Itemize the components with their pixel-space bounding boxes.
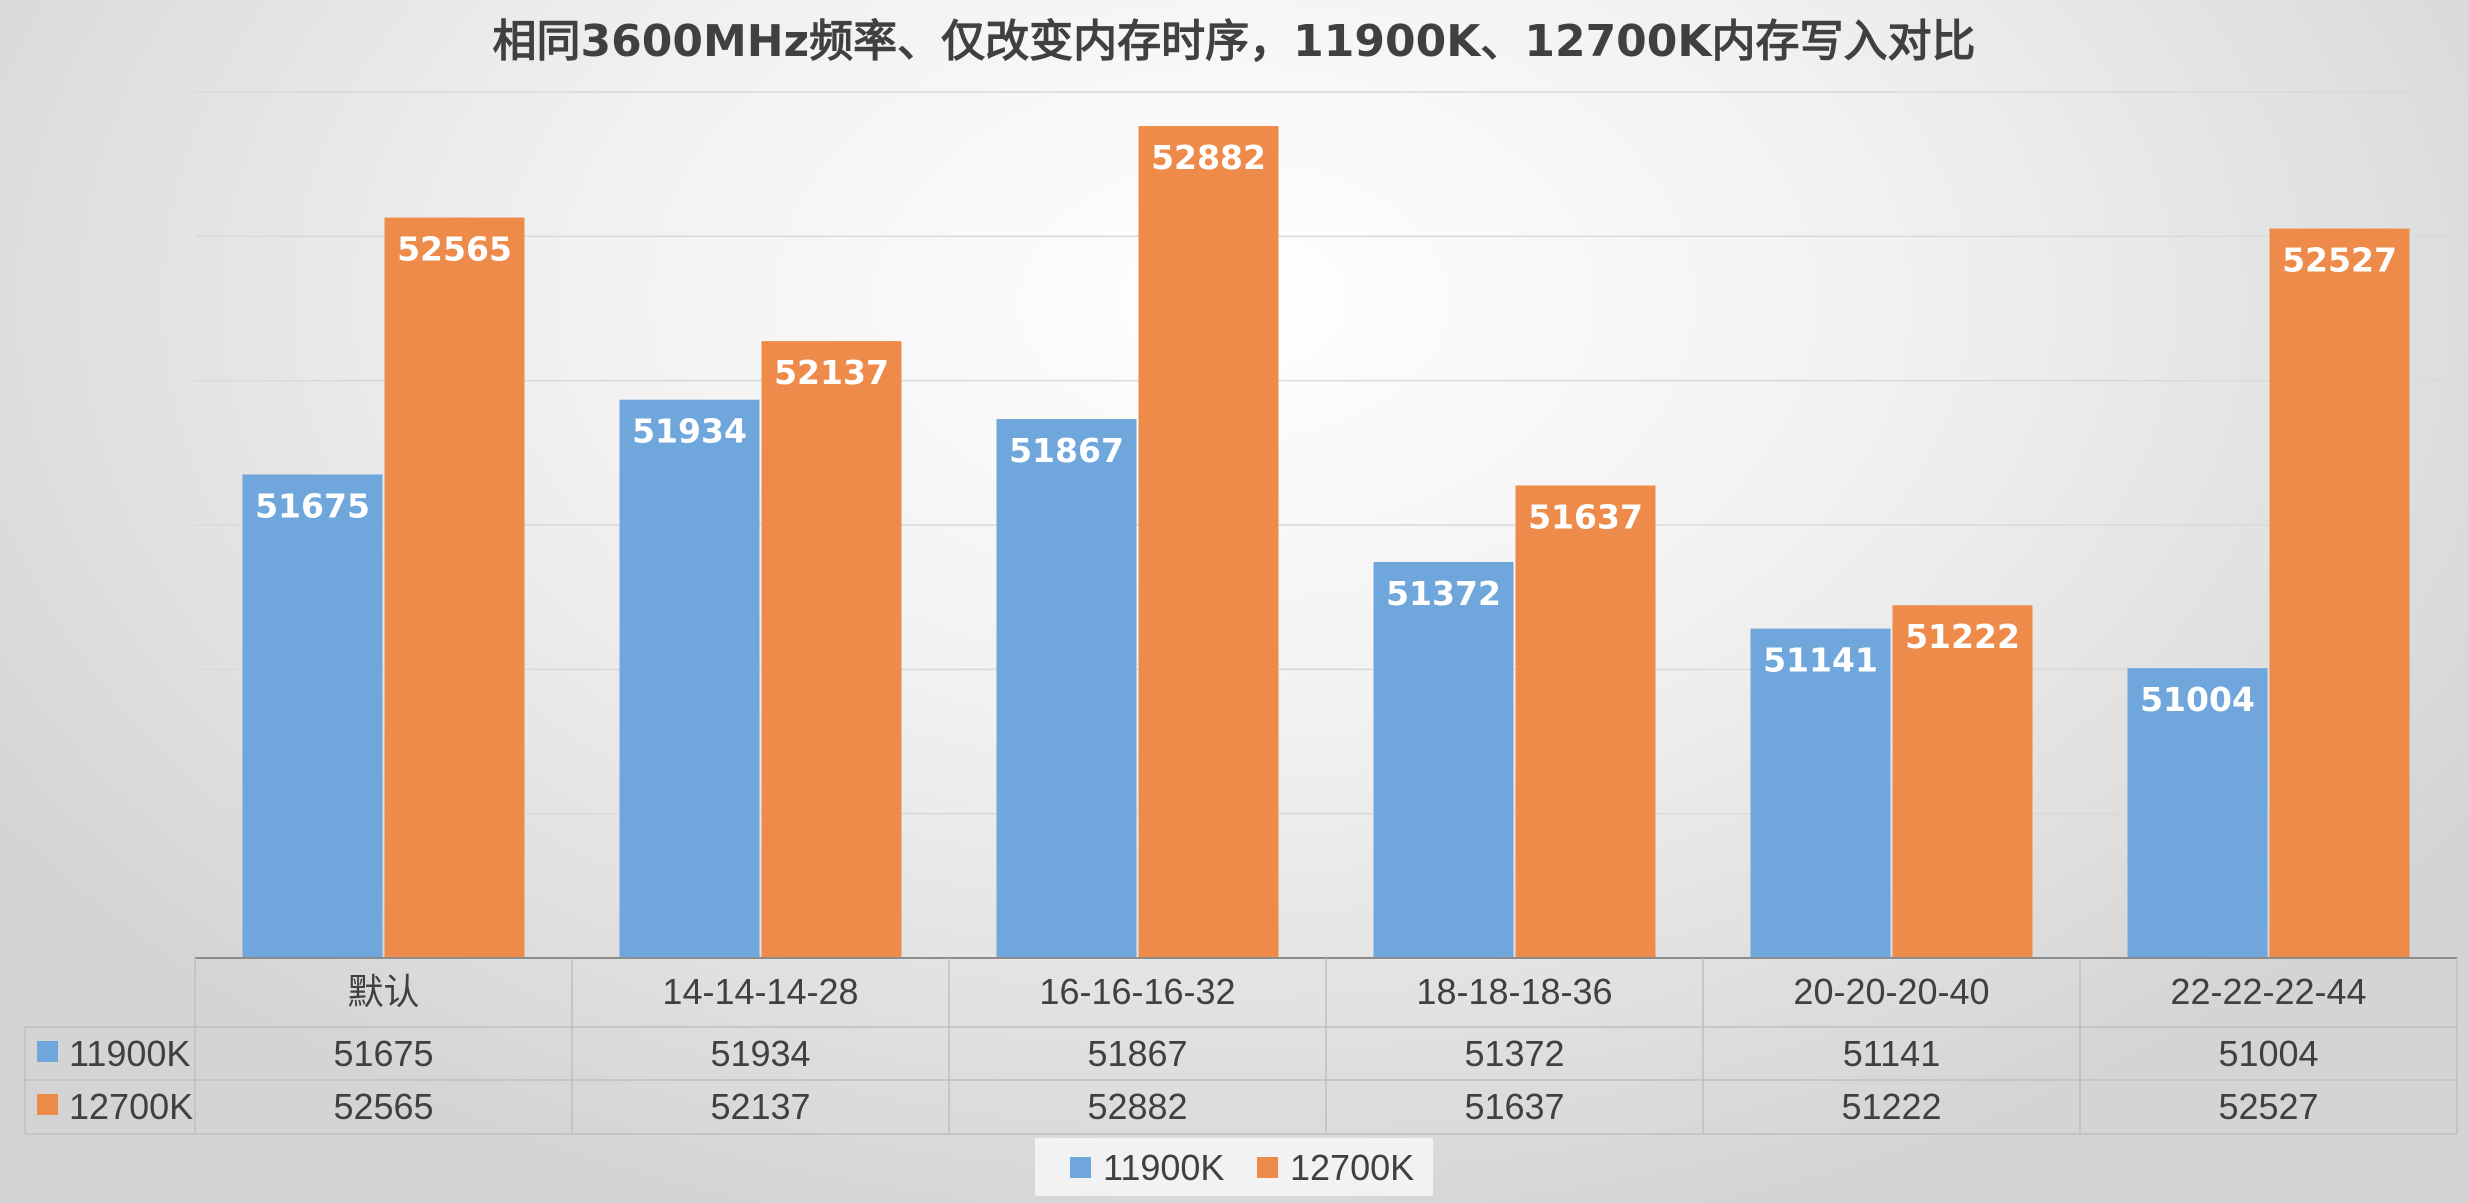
data-label: 51141 bbox=[1763, 641, 1878, 680]
bar-11900K-2 bbox=[996, 419, 1137, 958]
bar-11900K-0 bbox=[242, 474, 383, 958]
chart-title: 相同3600MHz频率、仅改变内存时序，11900K、12700K内存写入对比 bbox=[492, 16, 1975, 67]
table-cell: 52527 bbox=[2218, 1086, 2318, 1127]
table-cell: 52565 bbox=[333, 1086, 433, 1127]
bar-12700K-5 bbox=[2269, 228, 2410, 959]
table-series-name: 12700K bbox=[69, 1086, 193, 1127]
table-cell: 51867 bbox=[1087, 1033, 1187, 1074]
data-label: 52882 bbox=[1151, 138, 1266, 177]
bar-12700K-1 bbox=[761, 341, 902, 958]
legend-label: 12700K bbox=[1290, 1147, 1414, 1188]
table-legend-key bbox=[37, 1094, 58, 1115]
data-label: 51675 bbox=[255, 486, 370, 525]
data-label: 52565 bbox=[397, 230, 512, 269]
bars bbox=[195, 126, 2457, 959]
table-cell: 51004 bbox=[2218, 1033, 2318, 1074]
data-label: 51934 bbox=[632, 412, 747, 451]
data-label: 51222 bbox=[1905, 617, 2020, 656]
data-label: 51372 bbox=[1386, 574, 1501, 613]
data-label: 52137 bbox=[774, 353, 889, 392]
category-label: 18-18-18-36 bbox=[1416, 971, 1612, 1012]
category-label: 22-22-22-44 bbox=[2170, 971, 2366, 1012]
table-cell: 51934 bbox=[710, 1033, 810, 1074]
category-label: 20-20-20-40 bbox=[1793, 971, 1989, 1012]
table-cell: 51372 bbox=[1464, 1033, 1564, 1074]
bar-11900K-1 bbox=[619, 399, 760, 959]
table-series-name: 11900K bbox=[69, 1033, 190, 1074]
gridlines bbox=[195, 91, 2457, 815]
bar-11900K-5 bbox=[2127, 668, 2268, 958]
category-label: 16-16-16-32 bbox=[1039, 971, 1235, 1012]
data-label: 51637 bbox=[1528, 497, 1643, 536]
table-cell: 52882 bbox=[1087, 1086, 1187, 1127]
bar-12700K-3 bbox=[1515, 485, 1656, 958]
category-label: 14-14-14-28 bbox=[662, 971, 858, 1012]
legend-key-12700K bbox=[1257, 1157, 1278, 1178]
bar-12700K-4 bbox=[1892, 605, 2033, 958]
bar-11900K-4 bbox=[1750, 628, 1891, 958]
table-legend-key bbox=[37, 1041, 58, 1062]
data-label: 52527 bbox=[2282, 241, 2397, 280]
table-cell: 51637 bbox=[1464, 1086, 1564, 1127]
data-label: 51004 bbox=[2140, 680, 2255, 719]
data-labels: 51675 52565 51934 52137 51867 52882 51372 51637… bbox=[255, 138, 2397, 719]
table-cell: 51141 bbox=[1843, 1033, 1940, 1074]
bar-12700K-2 bbox=[1138, 126, 1279, 958]
data-table: 默认 14-14-14-28 16-16-16-32 18-18-18-36 20-20… bbox=[24, 958, 2458, 1135]
table-cell: 52137 bbox=[710, 1086, 810, 1127]
legend-label: 11900K bbox=[1103, 1147, 1224, 1188]
legend: 11900K 12700K bbox=[1035, 1138, 1433, 1196]
category-label: 默认 bbox=[347, 971, 419, 1012]
table-cell: 51675 bbox=[333, 1033, 433, 1074]
data-label: 51867 bbox=[1009, 431, 1124, 470]
bar-12700K-0 bbox=[384, 217, 525, 958]
legend-key-11900K bbox=[1070, 1157, 1091, 1178]
bar-11900K-3 bbox=[1373, 561, 1514, 958]
table-cell: 51222 bbox=[1841, 1086, 1941, 1127]
legend-box bbox=[1035, 1138, 1433, 1196]
